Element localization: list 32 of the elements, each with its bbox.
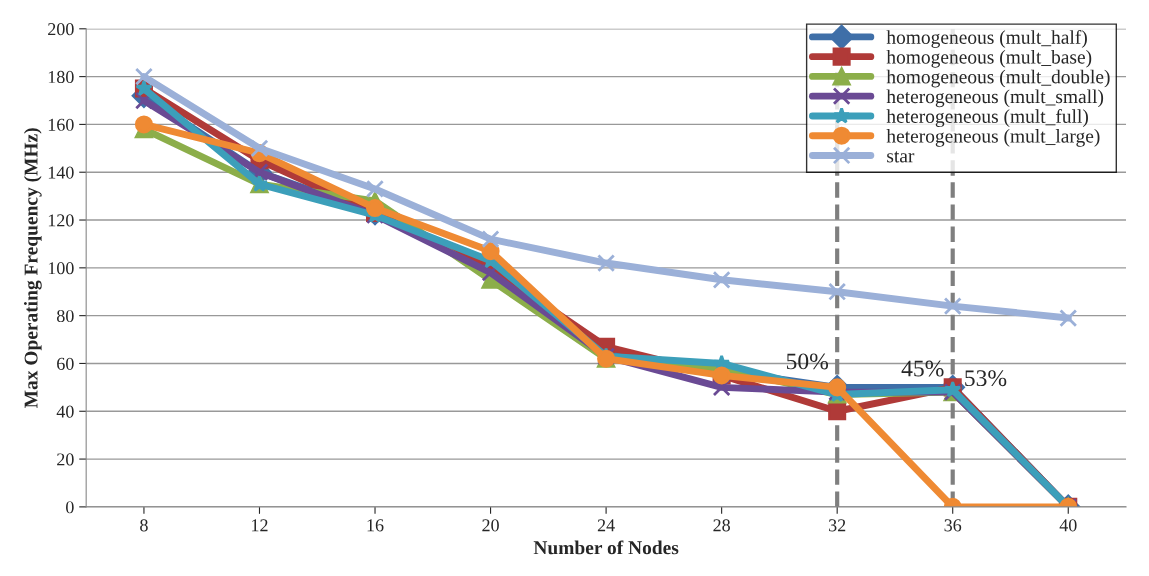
legend-label: homogeneous (mult_double)	[886, 69, 1110, 88]
y-tick-label: 60	[57, 357, 74, 370]
y-tick-label: 180	[48, 70, 74, 84]
y-tick-label: 40	[56, 405, 74, 418]
x-tick-label: 28	[713, 519, 730, 532]
y-tick-label: 20	[57, 453, 74, 466]
legend-label: star	[887, 151, 915, 163]
x-tick-label: 8	[140, 519, 148, 532]
y-tick-label: 200	[48, 23, 74, 36]
legend-label: homogeneous (mult_half)	[886, 30, 1087, 48]
x-tick-label: 32	[829, 519, 846, 532]
y-tick-label: 120	[48, 214, 74, 227]
y-axis-title: Max Operating Frequency (MHz)	[23, 128, 42, 409]
x-tick-label: 12	[252, 519, 268, 532]
annotation: 45%	[901, 360, 944, 377]
legend-label: heterogeneous (mult_large)	[886, 129, 1100, 147]
y-tick-label: 100	[48, 262, 74, 275]
y-tick-label: 140	[48, 166, 74, 179]
x-tick-label: 20	[482, 519, 499, 532]
x-tick-label: 16	[367, 519, 384, 532]
y-tick-label: 0	[66, 501, 74, 514]
legend-label: heterogeneous (mult_small)	[886, 89, 1104, 108]
x-axis-title: Number of Nodes	[533, 540, 679, 555]
annotation: 50%	[786, 353, 829, 370]
y-tick-label: 160	[48, 118, 74, 131]
y-tick-label: 80	[57, 309, 74, 323]
x-tick-label: 40	[1059, 519, 1077, 532]
x-tick-label: 36	[944, 519, 962, 532]
legend-label: homogeneous (mult_base)	[886, 49, 1092, 68]
legend-label: heterogeneous (mult_full)	[886, 109, 1088, 127]
annotation: 53%	[965, 370, 1007, 387]
x-tick-label: 24	[597, 519, 615, 532]
